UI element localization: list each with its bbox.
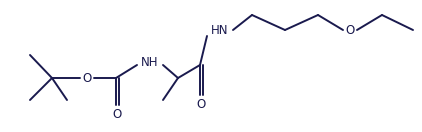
Text: NH: NH [141,55,159,69]
Text: O: O [82,72,92,84]
Text: O: O [345,23,354,37]
Text: O: O [112,107,122,121]
Text: HN: HN [211,23,229,37]
Text: O: O [196,98,206,110]
